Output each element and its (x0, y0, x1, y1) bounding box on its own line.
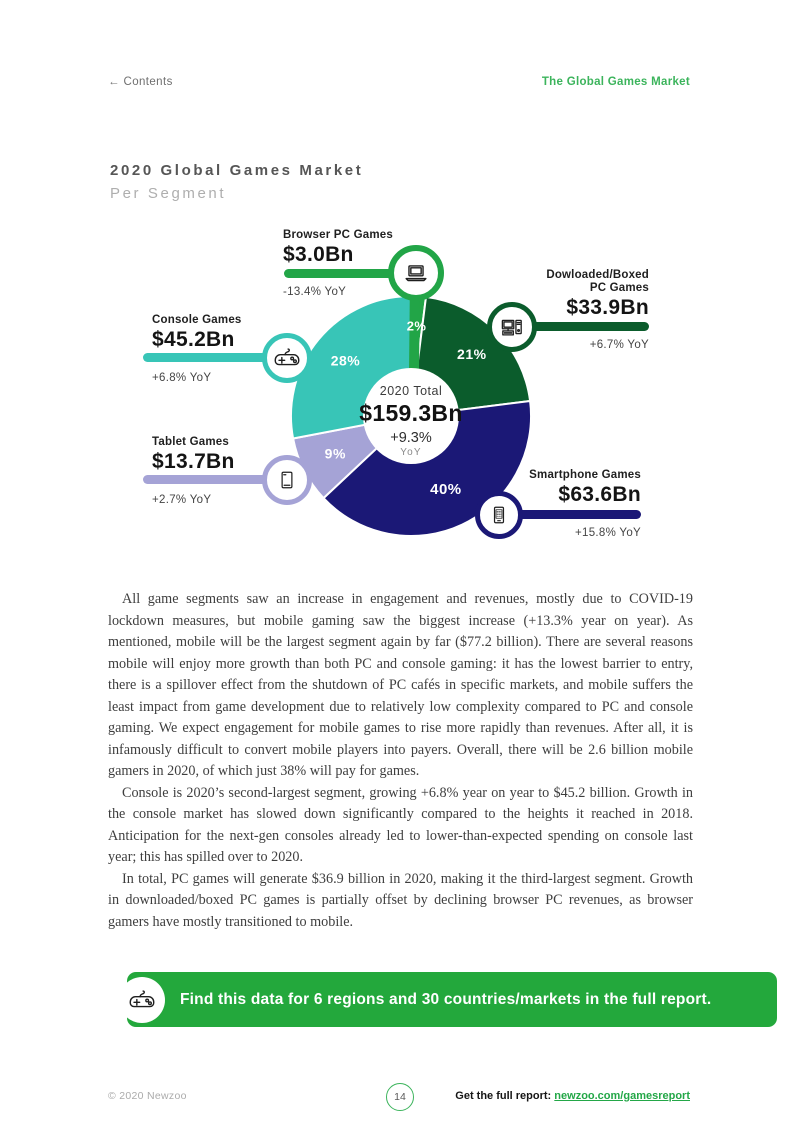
page-subtitle: Per Segment (110, 185, 227, 202)
gamepad-icon (119, 977, 165, 1023)
promo-banner-text: Find this data for 6 regions and 30 coun… (180, 990, 712, 1008)
donut-hole (363, 368, 459, 464)
page-title: 2020 Global Games Market (110, 162, 364, 179)
donut-share-label-tablet: 9% (325, 445, 346, 461)
donut-chart-svg: 2% 21% 40% 9% 28% (290, 273, 533, 538)
callout-yoy-console: +6.8% YoY (152, 372, 212, 384)
smartphone-icon (475, 491, 523, 539)
footer-report-link[interactable]: newzoo.com/gamesreport (554, 1090, 690, 1102)
callout-value-downloaded-pc: $33.9Bn (566, 296, 649, 319)
footer-cta-label: Get the full report: (455, 1090, 552, 1102)
callout-value-console: $45.2Bn (152, 328, 235, 351)
contents-back-link[interactable]: ← Contents (108, 76, 173, 88)
callout-name-console: Console Games (152, 314, 242, 326)
callout-line-downloaded-pc (530, 322, 649, 331)
donut-center-growth-unit: YoY (400, 447, 422, 458)
callout-yoy-smartphone: +15.8% YoY (575, 527, 641, 539)
donut-center-label: 2020 Total (379, 384, 443, 398)
donut-center: 2020 Total $159.3Bn +9.3% YoY (341, 384, 481, 458)
callout-line-smartphone (516, 510, 641, 519)
callout-yoy-downloaded-pc: +6.7% YoY (589, 339, 649, 351)
callout-yoy-browser-pc: -13.4% YoY (283, 286, 347, 298)
callout-line-browser-pc (284, 269, 405, 278)
donut-share-label-laptop: 2% (407, 319, 427, 334)
paragraph-1: All game segments saw an increase in eng… (108, 591, 693, 779)
tablet-icon (262, 455, 312, 505)
paragraph-2: Console is 2020’s second-largest segment… (108, 784, 693, 866)
callout-line-tablet (143, 475, 268, 484)
callout-name-downloaded-pc: Dowloaded/Boxed PC Games (546, 269, 649, 294)
desktop-pc-icon (487, 302, 537, 352)
section-title: The Global Games Market (541, 76, 690, 88)
callout-name-browser-pc: Browser PC Games (283, 229, 393, 241)
donut-share-label-gamepad: 28% (331, 353, 361, 369)
laptop-icon (388, 245, 444, 301)
donut-share-label-smartphone: 40% (430, 481, 462, 498)
page-number: 14 (394, 1091, 406, 1103)
callout-value-tablet: $13.7Bn (152, 450, 235, 473)
callout-yoy-tablet: +2.7% YoY (152, 494, 212, 506)
promo-banner (127, 972, 777, 1027)
callout-value-browser-pc: $3.0Bn (283, 243, 354, 266)
donut-center-growth: +9.3% (390, 430, 432, 446)
callout-line-console (143, 353, 268, 362)
callout-value-smartphone: $63.6Bn (558, 483, 641, 506)
paragraph-3: In total, PC games will generate $36.9 b… (108, 870, 693, 930)
callout-name-smartphone: Smartphone Games (529, 469, 641, 481)
gamepad-icon (262, 333, 312, 383)
footer-cta: Get the full report: newzoo.com/gamesrep… (455, 1090, 690, 1102)
callout-name-tablet: Tablet Games (152, 436, 229, 448)
body-text: All game segments saw an increase in eng… (108, 589, 693, 933)
donut-center-value: $159.3Bn (359, 400, 463, 426)
donut-share-label-desktop-pc: 21% (457, 346, 487, 362)
page-number-badge: 14 (386, 1083, 414, 1111)
footer-copyright: © 2020 Newzoo (108, 1090, 187, 1102)
